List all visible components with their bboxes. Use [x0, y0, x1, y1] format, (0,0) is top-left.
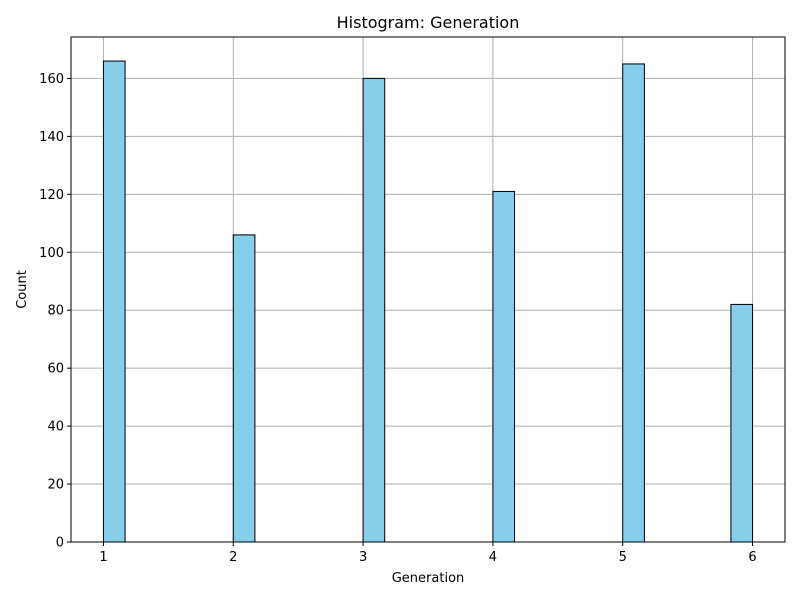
x-tick-label: 4 [489, 550, 497, 565]
x-tick-label: 2 [229, 550, 237, 565]
histogram-bar [492, 190, 516, 543]
histogram-bar [622, 63, 645, 543]
histogram-bar [102, 60, 126, 543]
x-tick-label: 5 [619, 550, 627, 565]
y-axis-label: Count [15, 270, 30, 309]
y-tick-label: 120 [39, 188, 64, 203]
y-tick-label: 80 [47, 304, 64, 319]
x-axis-label: Generation [392, 571, 465, 586]
y-tick-label: 0 [56, 536, 64, 551]
chart-title: Histogram: Generation [337, 13, 520, 32]
x-tick-label: 1 [99, 550, 107, 565]
histogram-bar [362, 77, 386, 543]
y-tick-label: 20 [47, 478, 64, 493]
y-tick-label: 40 [47, 420, 64, 435]
x-tick-label: 3 [359, 550, 367, 565]
histogram-bar [730, 303, 754, 543]
y-tick-label: 100 [39, 246, 64, 261]
y-tick-label: 160 [39, 72, 64, 87]
y-tick-label: 140 [39, 130, 64, 145]
grid-lines [71, 37, 785, 543]
histogram-bar [232, 234, 256, 543]
plot-frame [70, 36, 786, 543]
bars [102, 60, 754, 543]
y-tick-label: 60 [47, 362, 64, 377]
x-tick-label: 6 [748, 550, 756, 565]
